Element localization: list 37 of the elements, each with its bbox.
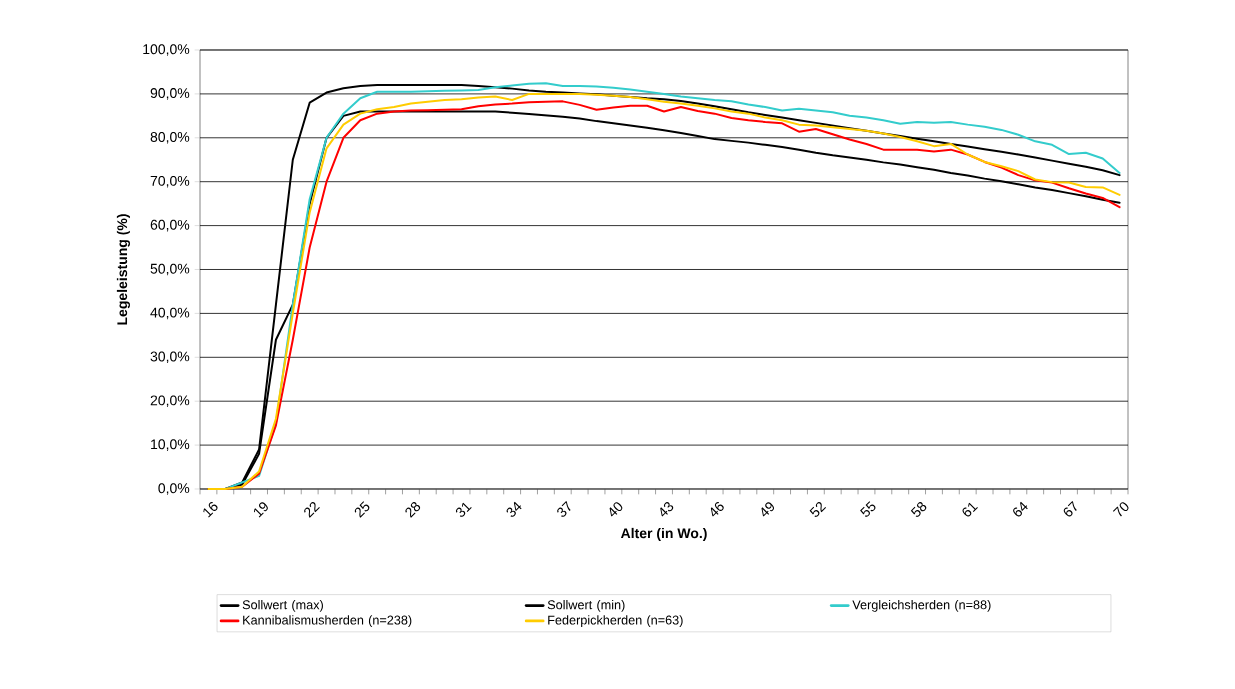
x-tick-label: 31	[455, 502, 472, 517]
x-tick-label: 61	[962, 502, 978, 517]
x-tick-label: 34	[506, 501, 522, 517]
legend-label: Sollwert (min)	[547, 599, 625, 612]
x-tick-label: 52	[809, 502, 827, 517]
x-tick-label: 58	[910, 502, 927, 517]
x-tick-label: 40	[609, 502, 623, 517]
x-tick-label: 43	[660, 502, 674, 517]
x-tick-label: 67	[1063, 500, 1077, 517]
legend-label: Vergleichsherden (n=88)	[852, 599, 991, 612]
y-tick-label: 70,0%	[150, 175, 190, 188]
legend-label: Kannibalismusherden (n=238)	[243, 615, 412, 628]
legend-label: Sollwert (max)	[242, 599, 323, 612]
y-axis-title: Legeleistung (%)	[116, 214, 130, 325]
x-tick-label: 37	[557, 500, 571, 517]
y-tick-label: 100,0%	[143, 44, 190, 56]
y-tick-label: 0,0%	[158, 483, 190, 495]
x-tick-label: 25	[354, 501, 370, 518]
x-axis-title: Alter (in Wo.)	[620, 527, 707, 541]
x-tick-label: 49	[761, 502, 775, 517]
legend-label: Federpickherden (n=63)	[548, 615, 683, 628]
x-tick-label: 64	[1013, 501, 1028, 517]
x-tick-label: 55	[860, 501, 876, 517]
y-tick-label: 90,0%	[150, 88, 190, 100]
x-tick-label: 16	[203, 502, 218, 518]
x-tick-label: 28	[405, 502, 421, 518]
x-tick-label: 22	[304, 502, 320, 518]
x-tick-label: 46	[710, 502, 724, 517]
y-tick-label: 40,0%	[150, 307, 190, 320]
x-tick-label: 19	[253, 502, 268, 518]
y-tick-label: 20,0%	[150, 395, 190, 407]
y-tick-label: 50,0%	[150, 263, 190, 276]
y-tick-label: 10,0%	[151, 439, 190, 451]
y-tick-label: 30,0%	[150, 351, 190, 364]
y-tick-label: 60,0%	[150, 219, 190, 232]
y-tick-label: 80,0%	[150, 132, 190, 144]
x-tick-label: 70	[1112, 502, 1129, 517]
